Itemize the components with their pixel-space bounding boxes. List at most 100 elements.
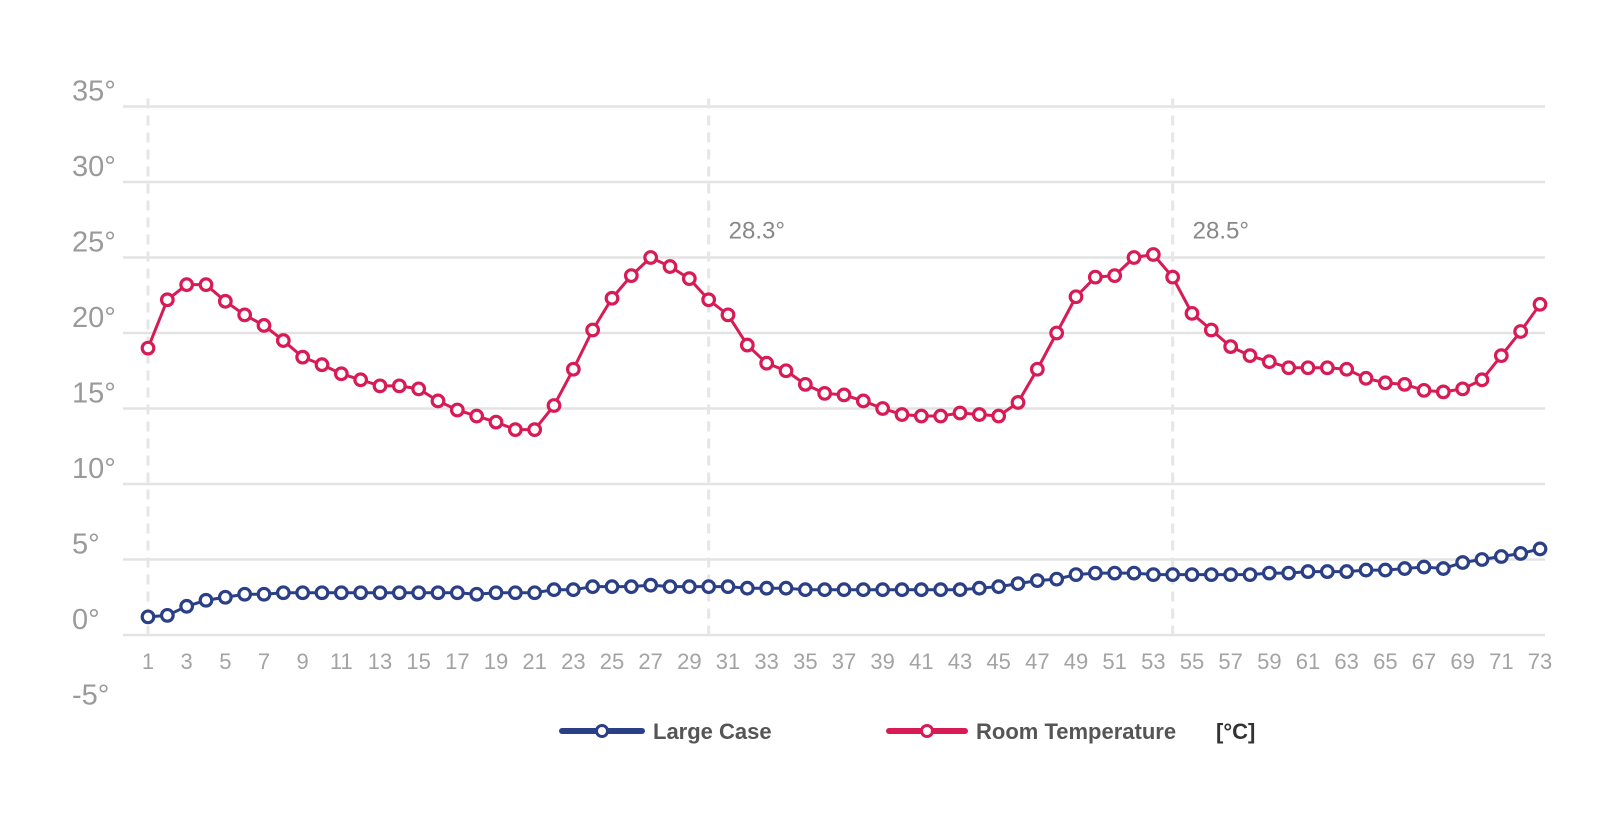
- data-point-room-temperature: [275, 333, 291, 348]
- x-tick-label: 23: [561, 649, 585, 674]
- data-point-large-case: [1029, 573, 1045, 589]
- data-point-large-case: [759, 580, 775, 596]
- x-tick-label: 29: [677, 649, 701, 674]
- x-tick-label: 53: [1141, 649, 1165, 674]
- data-point-large-case: [546, 582, 562, 598]
- y-tick-label: 10°: [72, 453, 116, 485]
- data-point-large-case: [1242, 567, 1258, 582]
- data-point-room-temperature: [198, 277, 214, 293]
- data-point-large-case: [1145, 567, 1161, 582]
- data-point-large-case: [778, 580, 794, 596]
- data-point-large-case: [1068, 567, 1084, 582]
- data-point-room-temperature: [1029, 361, 1045, 377]
- data-point-large-case: [1126, 565, 1142, 581]
- data-point-large-case: [933, 582, 949, 598]
- data-point-large-case: [1165, 567, 1181, 582]
- data-point-large-case: [701, 579, 717, 595]
- data-point-large-case: [159, 607, 175, 623]
- data-point-room-temperature: [411, 381, 427, 397]
- data-point-large-case: [1339, 564, 1355, 579]
- data-point-room-temperature: [643, 250, 659, 265]
- data-point-large-case: [565, 582, 581, 598]
- data-point-large-case: [1377, 562, 1393, 578]
- data-point-large-case: [237, 586, 253, 602]
- data-point-large-case: [1358, 562, 1374, 578]
- x-tick-label: 31: [716, 649, 740, 674]
- series-large-case: [140, 541, 1548, 625]
- data-point-large-case: [1223, 567, 1239, 582]
- data-point-room-temperature: [894, 407, 910, 422]
- data-point-room-temperature: [1493, 348, 1509, 364]
- data-point-large-case: [507, 585, 523, 601]
- data-point-large-case: [449, 585, 465, 601]
- y-tick-label: 20°: [72, 302, 116, 334]
- x-tick-label: 39: [870, 649, 894, 674]
- x-tick-label: 19: [484, 649, 508, 674]
- data-point-room-temperature: [623, 268, 639, 284]
- data-point-large-case: [1416, 559, 1432, 575]
- x-tick-label: 73: [1528, 649, 1552, 674]
- data-point-large-case: [391, 585, 407, 601]
- data-point-large-case: [217, 589, 233, 605]
- data-point-large-case: [1513, 546, 1529, 561]
- series-room-temperature: [140, 247, 1548, 438]
- data-point-room-temperature: [430, 393, 446, 409]
- data-point-room-temperature: [333, 366, 349, 382]
- data-point-large-case: [817, 582, 833, 598]
- data-point-room-temperature: [797, 376, 813, 392]
- data-point-large-case: [275, 585, 291, 601]
- data-point-large-case: [1397, 561, 1413, 576]
- data-point-room-temperature: [662, 259, 678, 274]
- data-point-large-case: [1319, 564, 1335, 579]
- data-point-room-temperature: [372, 378, 388, 394]
- data-point-large-case: [469, 586, 485, 602]
- data-point-room-temperature: [778, 363, 794, 379]
- data-point-room-temperature: [565, 361, 581, 377]
- data-point-room-temperature: [1513, 324, 1529, 339]
- x-tick-label: 37: [832, 649, 856, 674]
- data-point-large-case: [1435, 561, 1451, 576]
- x-tick-label: 65: [1373, 649, 1397, 674]
- data-point-large-case: [836, 582, 852, 598]
- legend: Large Case Room Temperature [°C]: [559, 719, 1255, 744]
- data-point-room-temperature: [913, 408, 929, 424]
- data-point-room-temperature: [1049, 325, 1065, 341]
- data-point-room-temperature: [1068, 289, 1084, 305]
- y-axis-tick-labels: -5° 0° 5° 10° 15° 20° 25° 30° 35°: [72, 76, 116, 712]
- data-point-large-case: [1493, 549, 1509, 564]
- data-point-large-case: [353, 585, 369, 601]
- x-tick-label: 11: [330, 649, 353, 674]
- data-point-room-temperature: [1397, 376, 1413, 392]
- data-point-large-case: [1049, 571, 1065, 587]
- x-tick-label: 5: [219, 649, 231, 674]
- data-point-room-temperature: [1435, 384, 1451, 400]
- x-tick-label: 59: [1257, 649, 1281, 674]
- data-point-large-case: [894, 582, 910, 598]
- data-point-room-temperature: [952, 405, 968, 421]
- y-tick-label: 35°: [72, 76, 116, 108]
- data-point-room-temperature: [817, 386, 833, 401]
- data-point-large-case: [643, 577, 659, 593]
- data-point-large-case: [1261, 565, 1277, 581]
- x-tick-label: 49: [1064, 649, 1088, 674]
- data-point-room-temperature: [527, 422, 543, 438]
- legend-item-room-temperature: Room Temperature [°C]: [886, 719, 1255, 744]
- data-point-room-temperature: [1377, 375, 1393, 391]
- data-point-large-case: [720, 579, 736, 595]
- data-point-room-temperature: [217, 293, 233, 309]
- series-line-room-temperature: [146, 252, 1542, 432]
- data-point-room-temperature: [256, 318, 272, 333]
- legend-marker-large-case: [595, 724, 609, 738]
- y-tick-label: 5°: [72, 529, 100, 561]
- data-point-room-temperature: [855, 393, 871, 409]
- legend-label-large-case: Large Case: [653, 719, 772, 744]
- data-point-room-temperature: [1300, 360, 1316, 376]
- data-point-large-case: [1184, 567, 1200, 582]
- data-point-room-temperature: [507, 422, 523, 438]
- data-point-room-temperature: [353, 372, 369, 388]
- legend-item-large-case: Large Case: [559, 719, 772, 744]
- peak-annotation: 28.5°: [1193, 217, 1249, 244]
- data-point-room-temperature: [1319, 360, 1335, 376]
- x-tick-label: 67: [1412, 649, 1436, 674]
- y-tick-label: 25°: [72, 227, 116, 259]
